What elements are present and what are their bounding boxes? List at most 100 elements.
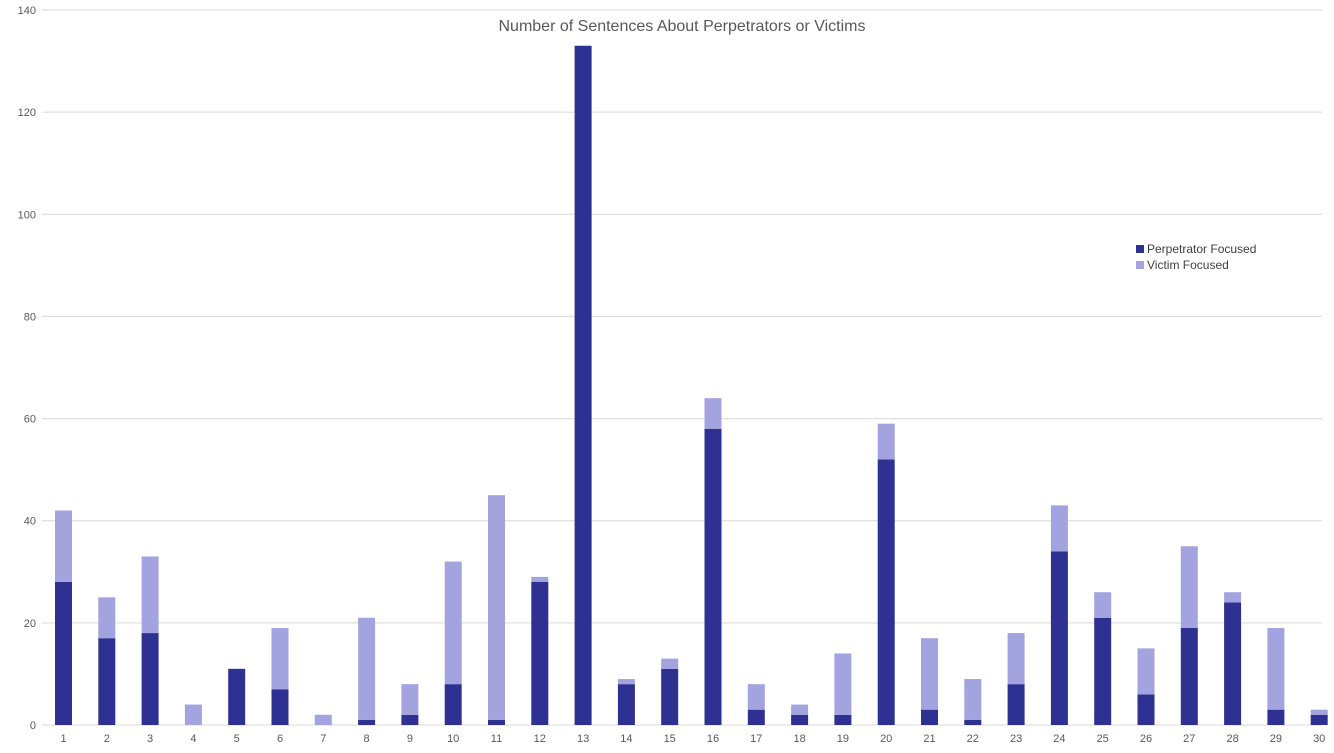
victim-bar-25 [1094, 592, 1112, 618]
perpetrator-bar-11 [488, 719, 505, 725]
x-tick-label: 19 [837, 733, 849, 745]
x-tick-label: 22 [967, 733, 979, 745]
perpetrator-bar-3 [141, 633, 159, 725]
victim-bar-24 [1050, 505, 1068, 552]
y-tick-label: 100 [18, 209, 36, 221]
y-tick-label: 0 [30, 720, 36, 732]
perpetrator-bar-21 [921, 709, 938, 725]
x-tick-label: 27 [1183, 733, 1195, 745]
victim-bar-30 [1310, 709, 1328, 715]
x-tick-label: 16 [707, 733, 719, 745]
gridlines [42, 9, 1322, 726]
x-tick-label: 29 [1270, 733, 1282, 745]
x-axis-tick-labels: 1 2 3 4 5 6 7 8 9 10 11 12 13 14 15 16 17 18 19 20 21 22 23 24 2… [60, 733, 1325, 745]
perpetrator-bar-23 [1007, 684, 1025, 725]
chart-title: Number of Sentences About Perpetrators o… [499, 18, 866, 35]
x-tick-label: 7 [320, 733, 326, 745]
perpetrator-bar-28 [1224, 602, 1242, 725]
x-tick-label: 20 [880, 733, 892, 745]
y-axis-tick-labels: 0 20 40 60 80 100 120 140 [18, 5, 36, 732]
victim-bar-14 [617, 679, 635, 685]
victim-bar-21 [921, 638, 938, 710]
perpetrator-bar-30 [1310, 714, 1328, 725]
victim-bar-16 [704, 398, 722, 429]
victim-bar-17 [747, 684, 765, 710]
victim-bar-2 [98, 597, 116, 639]
victim-bar-10 [444, 561, 462, 685]
x-tick-label: 24 [1053, 733, 1065, 745]
perpetrator-bar-29 [1267, 709, 1285, 725]
x-tick-label: 3 [147, 733, 153, 745]
x-tick-label: 21 [923, 733, 935, 745]
y-tick-label: 140 [18, 5, 36, 17]
x-tick-label: 6 [277, 733, 283, 745]
perpetrator-bar-25 [1094, 617, 1112, 725]
y-tick-label: 80 [24, 311, 36, 323]
x-tick-label: 30 [1313, 733, 1325, 745]
bars [55, 45, 1328, 725]
victim-bar-18 [791, 704, 809, 715]
legend-label-1: Victim Focused [1147, 258, 1229, 272]
perpetrator-bar-2 [98, 638, 116, 725]
victim-bar-3 [141, 556, 159, 634]
victim-bar-19 [834, 653, 852, 715]
y-tick-label: 20 [24, 618, 36, 630]
victim-bar-4 [184, 704, 202, 725]
victim-bar-28 [1224, 592, 1242, 603]
perpetrator-bar-15 [661, 668, 679, 725]
x-tick-label: 5 [234, 733, 240, 745]
legend-swatch-0 [1136, 245, 1144, 253]
victim-bar-15 [661, 658, 679, 669]
perpetrator-bar-1 [55, 582, 72, 725]
x-tick-label: 8 [364, 733, 370, 745]
y-tick-label: 120 [18, 107, 36, 119]
perpetrator-bar-5 [228, 668, 246, 725]
x-tick-label: 25 [1097, 733, 1109, 745]
x-tick-label: 4 [190, 733, 196, 745]
x-tick-label: 28 [1226, 733, 1238, 745]
x-tick-label: 23 [1010, 733, 1022, 745]
legend-swatch-1 [1136, 261, 1144, 269]
victim-bar-11 [488, 495, 505, 720]
perpetrator-bar-10 [444, 684, 462, 725]
y-tick-label: 40 [24, 516, 36, 528]
perpetrator-bar-22 [964, 719, 982, 725]
victim-bar-6 [271, 627, 289, 690]
perpetrator-bar-14 [617, 684, 635, 725]
perpetrator-bar-18 [791, 714, 809, 725]
x-tick-label: 13 [577, 733, 589, 745]
victim-bar-22 [964, 679, 982, 720]
perpetrator-bar-26 [1137, 694, 1155, 725]
perpetrator-bar-6 [271, 689, 289, 725]
x-tick-label: 15 [664, 733, 676, 745]
victim-bar-1 [55, 510, 72, 582]
perpetrator-bar-12 [531, 582, 549, 725]
x-tick-label: 26 [1140, 733, 1152, 745]
victim-bar-20 [877, 423, 895, 460]
x-tick-label: 10 [447, 733, 459, 745]
perpetrator-bar-19 [834, 714, 852, 725]
x-tick-label: 17 [750, 733, 762, 745]
y-tick-label: 60 [24, 414, 36, 426]
victim-bar-27 [1180, 546, 1198, 628]
legend: Perpetrator Focused Victim Focused [1136, 242, 1256, 272]
x-tick-label: 2 [104, 733, 110, 745]
victim-bar-23 [1007, 633, 1025, 685]
perpetrator-bar-16 [704, 428, 722, 725]
victim-bar-9 [401, 684, 419, 715]
x-tick-label: 12 [534, 733, 546, 745]
perpetrator-bar-17 [747, 709, 765, 725]
x-tick-label: 14 [620, 733, 632, 745]
victim-bar-7 [314, 714, 332, 725]
perpetrator-bar-27 [1180, 627, 1198, 725]
x-tick-label: 11 [491, 733, 502, 745]
perpetrator-bar-24 [1050, 551, 1068, 725]
x-tick-label: 18 [793, 733, 805, 745]
legend-label-0: Perpetrator Focused [1147, 242, 1256, 256]
x-tick-label: 1 [60, 733, 66, 745]
perpetrator-bar-8 [358, 719, 376, 725]
perpetrator-bar-9 [401, 714, 419, 725]
victim-bar-29 [1267, 627, 1285, 710]
